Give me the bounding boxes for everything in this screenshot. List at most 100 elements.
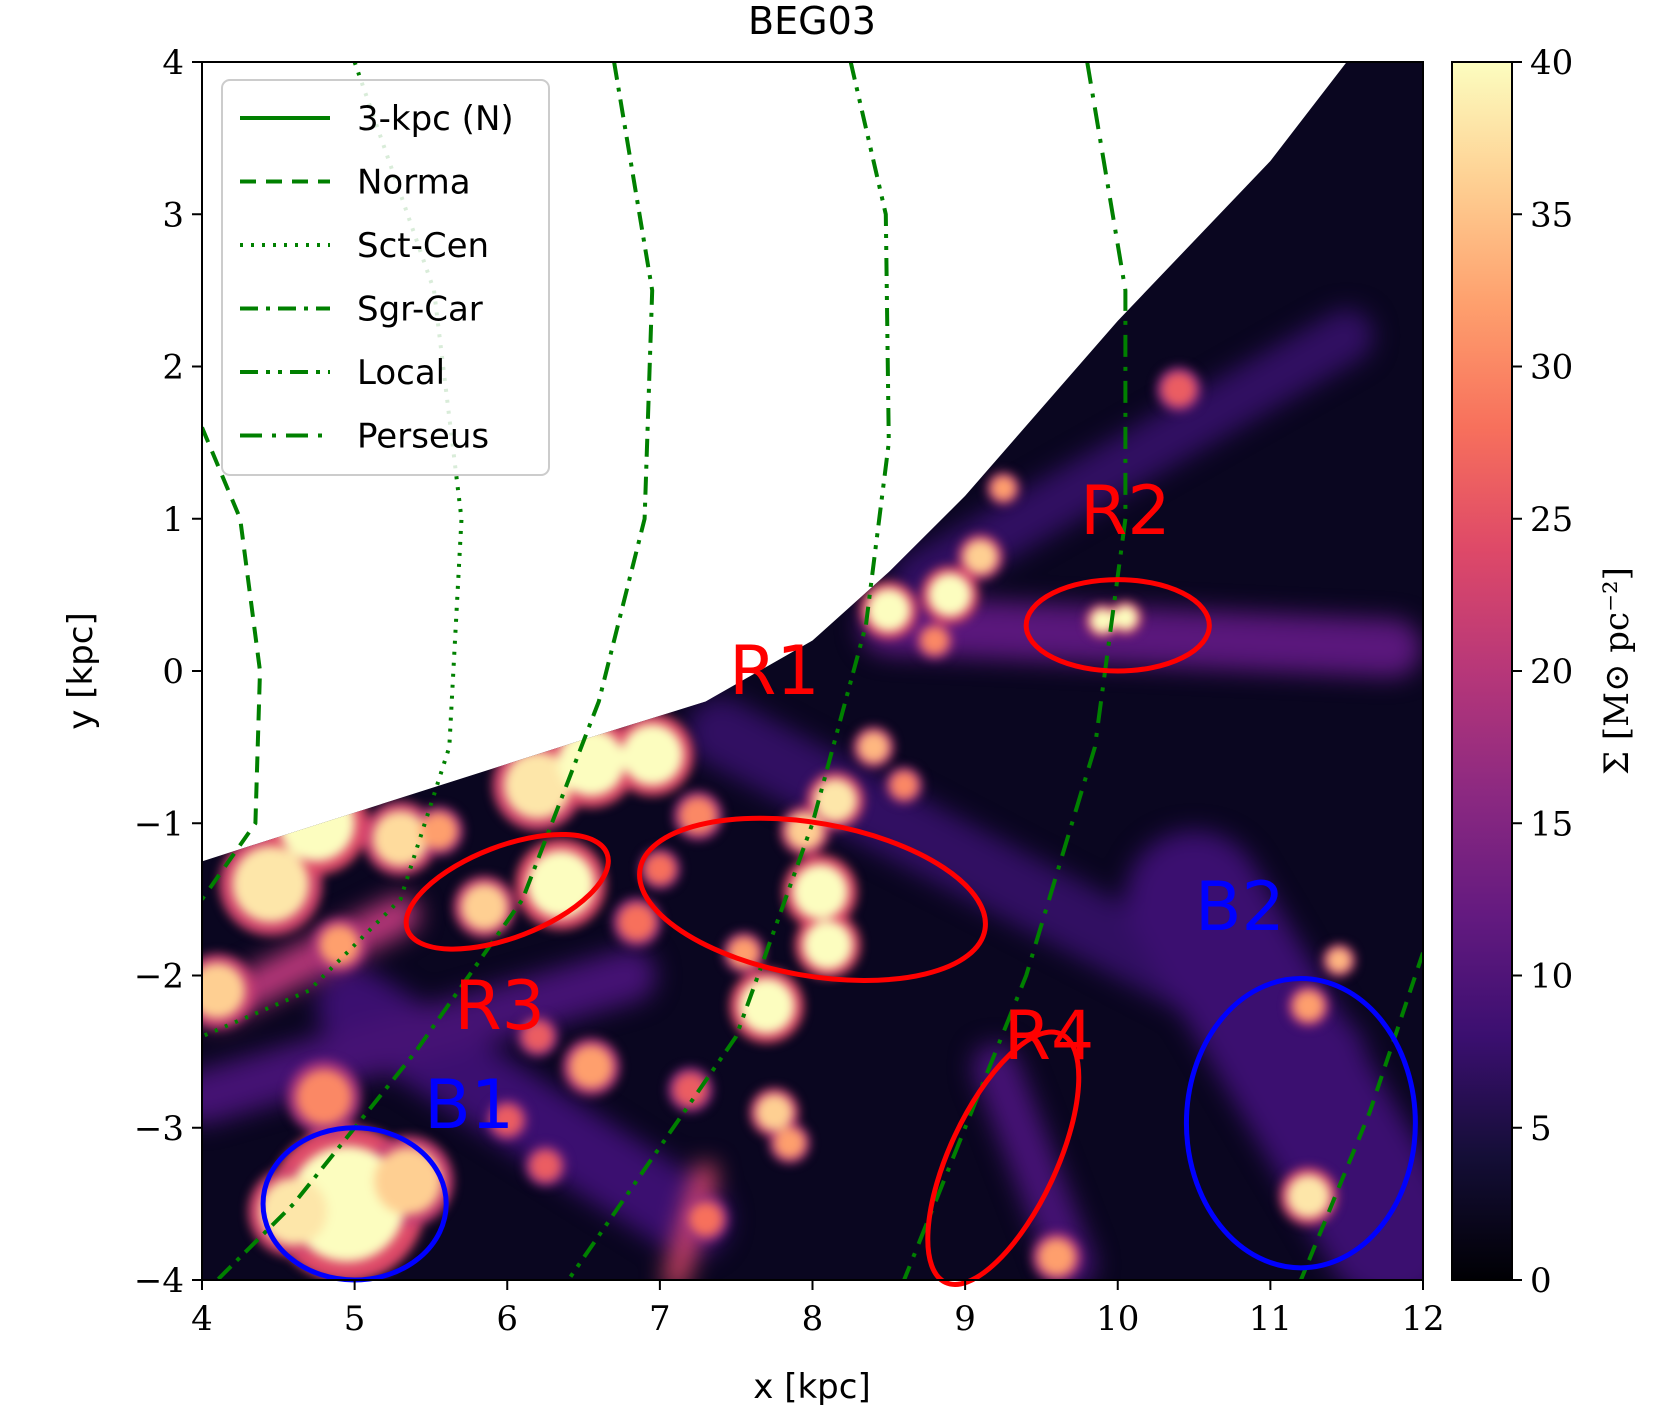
- hotspot: [920, 626, 949, 655]
- hotspot: [569, 1045, 613, 1089]
- legend-label: Perseus: [357, 417, 489, 457]
- x-axis-label: x [kpc]: [753, 1367, 870, 1407]
- legend-entries: 3-kpc (N) Norma Sct-Cen Sgr-Car Local Perseus: [240, 99, 514, 457]
- region-r2-ellipse: [1023, 577, 1212, 674]
- region-r3-ellipse: [403, 831, 611, 952]
- hotspot: [1038, 1238, 1076, 1276]
- hotspot: [1162, 372, 1196, 407]
- y-tick-label: 4: [162, 43, 184, 83]
- hotspot: [858, 731, 889, 763]
- region-r1-label: R1: [729, 632, 820, 711]
- hotspot: [259, 1177, 328, 1245]
- y-axis-label: y [kpc]: [61, 612, 101, 729]
- legend-label: Norma: [357, 163, 471, 203]
- hotspot: [1326, 948, 1352, 973]
- filament: [1125, 830, 1423, 1280]
- x-axis: 4 5 6 7 8 9 10 11 12: [191, 1280, 1445, 1339]
- x-tick-label: 9: [954, 1299, 976, 1339]
- colorbar-ticks: 0 5 10 15 20 25 30 35 40: [1512, 43, 1573, 1301]
- hotspot: [491, 1104, 523, 1136]
- filament: [202, 948, 657, 1125]
- x-tick-label: 12: [1401, 1299, 1444, 1339]
- x-tick-label: 8: [802, 1299, 824, 1339]
- region-r2-label: R2: [1080, 472, 1171, 551]
- legend-label: Sct-Cen: [357, 226, 489, 266]
- hotspot: [461, 884, 508, 930]
- hotspot: [814, 779, 857, 822]
- chart-title: BEG03: [748, 0, 876, 43]
- hotspot: [963, 540, 998, 574]
- x-tick-label: 11: [1249, 1299, 1292, 1339]
- hotspot: [803, 920, 853, 970]
- hotspot: [621, 724, 683, 786]
- legend-label: Local: [357, 353, 445, 393]
- hotspot: [372, 811, 428, 866]
- hotspot: [1090, 608, 1115, 633]
- hotspot: [296, 1069, 352, 1125]
- colorbar-tick-label: 5: [1530, 1109, 1552, 1149]
- y-axis: −4 −3 −2 −1 0 1 2 3 4: [134, 43, 202, 1301]
- hotspot: [319, 925, 360, 965]
- hotspot: [232, 846, 309, 923]
- y-tick-label: −3: [134, 1109, 184, 1149]
- x-tick-label: 10: [1096, 1299, 1139, 1339]
- legend-label: Sgr-Car: [357, 290, 483, 330]
- hotspot: [1293, 990, 1324, 1022]
- colorbar-tick-label: 40: [1530, 43, 1573, 83]
- region-r3-label: R3: [454, 967, 545, 1046]
- region-r1-ellipse: [637, 815, 988, 983]
- hotspot: [202, 963, 245, 1019]
- hotspot: [673, 1072, 708, 1107]
- region-b2-label: B2: [1195, 868, 1285, 947]
- colorbar-tick-label: 30: [1530, 348, 1573, 388]
- spiral-arms: [202, 62, 1423, 1280]
- colorbar-tick-label: 0: [1530, 1261, 1552, 1301]
- colorbar-tick-label: 10: [1530, 957, 1573, 997]
- hotspot: [890, 771, 918, 799]
- hotspot: [1287, 1174, 1330, 1218]
- y-tick-label: −1: [134, 804, 184, 844]
- hotspot: [557, 728, 625, 796]
- region-b1-label: B1: [424, 1066, 514, 1145]
- hotspot: [420, 812, 457, 850]
- hotspot: [792, 864, 848, 920]
- hotspot: [504, 751, 572, 819]
- filament: [859, 596, 1422, 678]
- arm-norma: [202, 426, 262, 901]
- y-tick-label: 0: [162, 652, 184, 692]
- colorbar-tick-label: 25: [1530, 500, 1573, 540]
- x-tick-label: 6: [496, 1299, 518, 1339]
- hotspot: [1113, 605, 1138, 630]
- y-tick-label: 3: [162, 195, 184, 235]
- regions: R1 R2 R3 R4 B1 B2: [260, 472, 1418, 1287]
- colorbar-tick-label: 35: [1530, 195, 1573, 235]
- hotspot: [530, 1150, 561, 1182]
- legend-box: [221, 79, 550, 476]
- region-r4-ellipse: [925, 1029, 1082, 1287]
- colorbar-scale: [1451, 61, 1513, 1281]
- legend: 3-kpc (N) Norma Sct-Cen Sgr-Car Local Perseus: [221, 79, 550, 476]
- hotspot: [928, 573, 972, 617]
- colorbar: 0 5 10 15 20 25 30 35 40 Σ [M⊙ pc⁻²]: [1451, 43, 1637, 1301]
- hotspot: [991, 476, 1016, 501]
- y-tick-label: 2: [162, 348, 184, 388]
- arm-outer: [1299, 952, 1423, 1280]
- hotspot: [527, 850, 595, 918]
- arm-perseus: [902, 62, 1128, 1280]
- x-tick-label: 7: [649, 1299, 671, 1339]
- x-tick-label: 5: [344, 1299, 366, 1339]
- colorbar-label: Σ [M⊙ pc⁻²]: [1597, 567, 1637, 775]
- hotspot: [618, 903, 656, 941]
- y-tick-label: 1: [162, 500, 184, 540]
- hotspot: [867, 588, 911, 632]
- colorbar-tick-label: 15: [1530, 804, 1573, 844]
- filament: [972, 1043, 1095, 1280]
- hotspot: [774, 1127, 805, 1159]
- x-tick-label: 4: [191, 1299, 213, 1339]
- hotspot: [756, 1094, 793, 1131]
- hotspot: [374, 1147, 442, 1215]
- arm-sgr-car: [215, 62, 655, 1280]
- hotspot: [522, 1021, 554, 1052]
- legend-label: 3-kpc (N): [357, 99, 514, 139]
